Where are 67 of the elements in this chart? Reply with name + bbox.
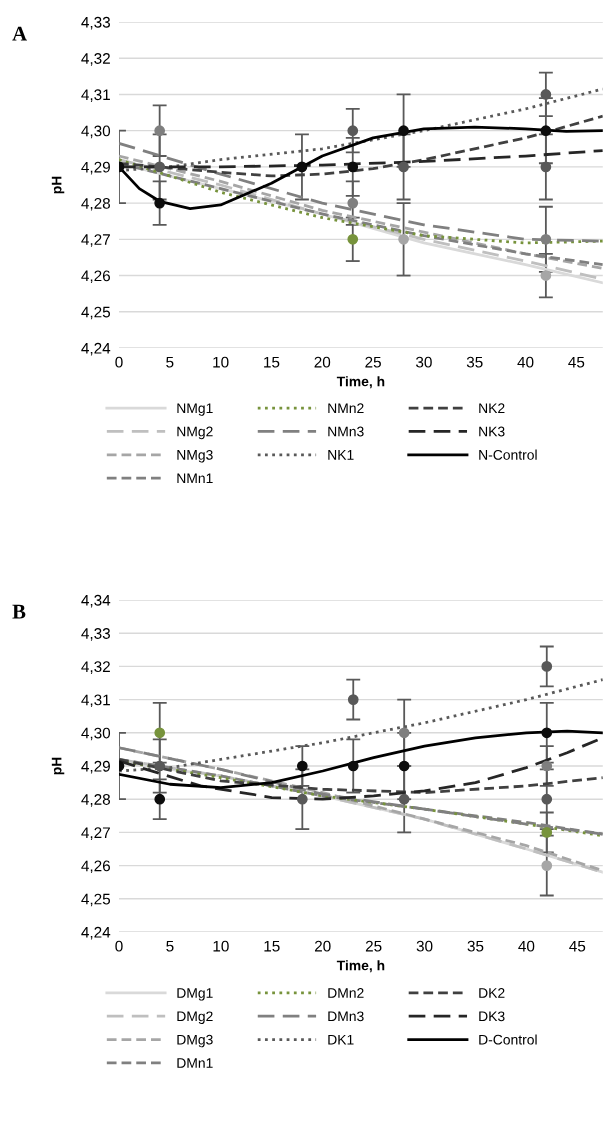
y-tick-label: 4,26	[81, 270, 110, 284]
y-tick-label: 4,32	[81, 661, 110, 674]
legend-label: DMg1	[177, 988, 213, 1001]
y-tick-label: 4,24	[81, 342, 111, 356]
legend-label: NMg1	[177, 403, 213, 416]
y-tick-label: 4,30	[81, 125, 111, 139]
legend-label: NK1	[328, 450, 354, 460]
x-tick-label: 30	[416, 356, 432, 368]
y-axis-title: pH	[51, 757, 65, 775]
x-tick-label: 5	[166, 940, 174, 952]
legend-label: DMn3	[328, 1011, 364, 1022]
legend-label: NMn2	[328, 403, 364, 413]
legend-label: NMg2	[177, 426, 213, 440]
y-tick-label: 4,25	[81, 893, 111, 907]
y-tick-label: 4,34	[81, 594, 111, 608]
x-tick-label: 25	[365, 940, 382, 952]
x-tick-label: 40	[517, 356, 534, 368]
x-tick-label: 5	[166, 356, 174, 368]
y-tick-label: 4,33	[81, 628, 110, 641]
x-tick-label: 25	[365, 356, 381, 368]
y-tick-label: 4,26	[81, 860, 110, 874]
chart-title: A	[12, 26, 27, 41]
legend-label: NMn1	[177, 473, 213, 484]
x-tick-label: 35	[467, 940, 484, 952]
x-tick-label: 40	[518, 940, 535, 952]
y-tick-label: 4,25	[81, 306, 111, 320]
legend-label: NK2	[479, 403, 505, 413]
y-tick-label: 4,27	[81, 234, 110, 247]
x-tick-label: 15	[264, 356, 280, 368]
y-tick-label: 4,28	[81, 197, 111, 211]
x-tick-label: 0	[115, 356, 123, 368]
legend-label: D-Control	[479, 1034, 537, 1045]
x-tick-label: 0	[115, 940, 123, 952]
legend-label: DMn2	[328, 988, 364, 998]
x-tick-label: 35	[466, 356, 483, 368]
x-tick-label: 20	[314, 940, 331, 952]
x-tick-label: 30	[416, 940, 433, 952]
x-tick-label: 15	[264, 940, 280, 952]
x-tick-label: 20	[314, 356, 331, 368]
legend-label: NK3	[479, 426, 505, 437]
legend-label: DMg3	[177, 1034, 213, 1048]
y-tick-label: 4,31	[81, 694, 110, 708]
legend-label: DMn1	[177, 1058, 213, 1068]
y-tick-label: 4,27	[81, 827, 110, 840]
legend-label: NMn3	[328, 426, 364, 437]
y-tick-label: 4,32	[81, 53, 110, 66]
legend-label: NMg3	[177, 449, 213, 463]
y-axis-title: pH	[51, 176, 65, 194]
x-tick-label: 45	[569, 940, 586, 952]
y-tick-label: 4,28	[81, 794, 111, 807]
x-tick-label: 45	[568, 356, 585, 368]
x-axis-title: Time, h	[336, 376, 385, 389]
x-axis-title: Time, h	[336, 960, 385, 973]
y-tick-label: 4,29	[81, 760, 110, 774]
x-tick-label: 10	[213, 356, 229, 368]
y-tick-label: 4,30	[81, 727, 111, 741]
legend-label: DK2	[479, 988, 505, 998]
legend-label: DK1	[328, 1034, 354, 1045]
y-tick-label: 4,31	[81, 89, 110, 102]
y-tick-label: 4,24	[81, 926, 111, 940]
legend-label: DMg2	[177, 1011, 213, 1024]
y-tick-label: 4,29	[81, 161, 110, 175]
legend-label: N-Control	[479, 449, 537, 460]
legend-label: DK3	[479, 1011, 505, 1022]
chart-title: B	[12, 604, 26, 619]
y-tick-label: 4,33	[81, 16, 110, 30]
x-tick-label: 10	[213, 940, 229, 952]
